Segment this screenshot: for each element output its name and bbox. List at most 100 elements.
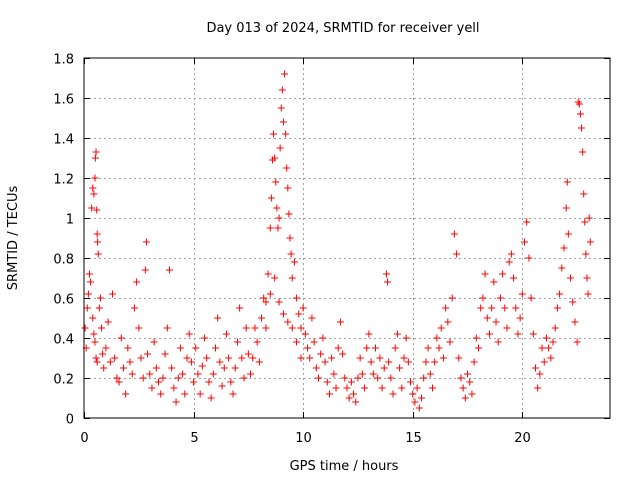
data-point [369,370,377,378]
data-point [190,378,198,386]
data-point [284,318,292,326]
x-tick-label: 15 [405,431,422,446]
data-point [468,390,476,398]
data-point [276,144,284,152]
data-point [542,334,550,342]
data-point [516,314,524,322]
data-point [435,344,443,352]
data-point [231,364,239,372]
data-point [111,354,119,362]
data-point [89,314,97,322]
data-point [545,344,553,352]
data-point [569,298,577,306]
data-point [150,338,158,346]
data-point [376,354,384,362]
data-point [267,194,275,202]
data-point [505,258,513,266]
data-point [272,178,280,186]
data-point [503,324,511,332]
data-point [260,294,268,302]
y-axis-label: SRMTID / TECUs [6,186,21,291]
data-point [585,214,593,222]
y-tick-label: 1.2 [53,173,74,188]
data-point [96,294,104,302]
data-point [492,318,500,326]
data-point [98,324,106,332]
data-point [477,304,485,312]
data-point [88,204,96,212]
data-point [304,344,312,352]
data-point [413,384,421,392]
data-point [281,70,289,78]
data-point [525,254,533,262]
data-point [580,190,588,198]
data-point [426,370,434,378]
data-point [521,238,529,246]
data-point [275,214,283,222]
data-point [563,178,571,186]
data-point [393,330,401,338]
data-point [330,370,338,378]
data-point [124,344,132,352]
data-point [95,304,103,312]
data-point [253,338,261,346]
data-point [238,354,246,362]
data-point [488,304,496,312]
data-point [507,250,515,258]
data-point [274,224,282,232]
data-point [582,250,590,258]
data-point [367,358,375,366]
data-point [433,334,441,342]
data-point [567,274,575,282]
data-point [89,184,97,192]
data-point [85,270,93,278]
x-tick-label: 5 [190,431,198,446]
data-point [288,274,296,282]
data-point [578,124,586,132]
data-point [581,218,589,226]
data-point [170,384,178,392]
data-point [102,344,110,352]
data-point [365,330,373,338]
data-point [207,394,215,402]
data-point [428,384,436,392]
data-point [255,358,263,366]
axis-ticks: 0 0.2 0.4 0.6 0.8 1 1.2 1.4 1.6 1.8 0 5 10 15 20 [53,53,610,446]
data-point [343,384,351,392]
data-point [396,364,404,372]
data-point [547,354,555,362]
data-point [358,370,366,378]
data-point [380,364,388,372]
data-point [264,270,272,278]
data-point [391,344,399,352]
data-point [128,370,136,378]
data-point [556,290,564,298]
data-point [119,364,127,372]
data-point [141,266,149,274]
data-point [347,378,355,386]
data-point [279,310,287,318]
data-point [400,354,408,362]
data-point [201,334,209,342]
data-point [328,354,336,362]
data-point [461,394,469,402]
data-point [152,364,160,372]
data-point [325,390,333,398]
data-point [94,250,102,258]
data-point [518,290,526,298]
data-point [157,390,165,398]
data-point [90,330,98,338]
data-point [299,304,307,312]
data-point [242,324,250,332]
data-point [404,358,412,366]
data-point [87,278,95,286]
data-point [214,314,222,322]
data-point [387,374,395,382]
data-point [424,344,432,352]
data-point [481,270,489,278]
data-point [409,390,417,398]
data-point [312,364,320,372]
data-point [266,290,274,298]
data-point [174,374,182,382]
data-point [466,378,474,386]
